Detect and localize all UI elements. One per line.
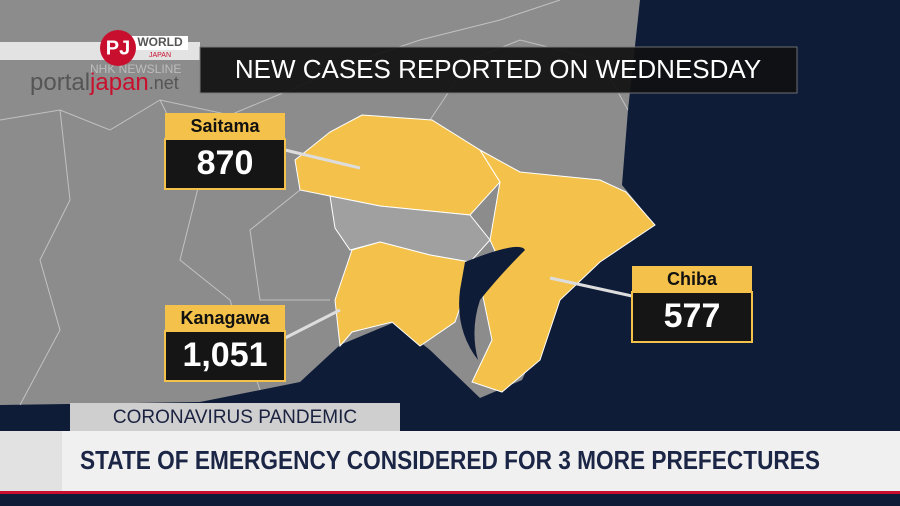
accent-line bbox=[0, 491, 900, 494]
callout-value: 1,051 bbox=[182, 336, 267, 374]
callout-value-box bbox=[164, 138, 286, 190]
callout-name: Saitama bbox=[190, 116, 260, 136]
map-title: NEW CASES REPORTED ON WEDNESDAY bbox=[235, 54, 761, 84]
title-box bbox=[199, 46, 798, 94]
callout-name-box bbox=[165, 113, 285, 139]
logo-word: portaljapan.net bbox=[30, 69, 179, 96]
channel-sub: JAPAN bbox=[149, 52, 171, 59]
leader-lines bbox=[284, 148, 633, 340]
callout-name-box bbox=[165, 305, 285, 331]
logo: WORLD JAPAN NHK NEWSLINE PJ portaljapan.… bbox=[0, 30, 200, 96]
saitama-area bbox=[294, 114, 501, 216]
topic-bar bbox=[70, 403, 400, 431]
leader-line bbox=[284, 148, 361, 170]
callouts: Saitama 870 Kanagawa 1,051 Chiba 577 bbox=[164, 113, 753, 382]
logo-word-2: japan bbox=[89, 69, 149, 96]
channel: WORLD bbox=[137, 35, 183, 49]
program: NHK NEWSLINE bbox=[90, 62, 181, 76]
callout-name: Chiba bbox=[667, 269, 718, 289]
logo-word-3: .net bbox=[149, 73, 179, 93]
headline-bar bbox=[0, 431, 900, 491]
headline-tab bbox=[0, 431, 62, 491]
callout-value-box bbox=[631, 291, 753, 343]
chiba-area bbox=[471, 148, 656, 393]
logo-initials: PJ bbox=[106, 37, 130, 59]
logo-word-1: portal bbox=[30, 69, 90, 96]
leader-line bbox=[284, 308, 341, 340]
channel-box bbox=[132, 36, 188, 50]
topic: CORONAVIRUS PANDEMIC bbox=[113, 407, 357, 428]
callout-name-box bbox=[632, 266, 752, 292]
callout-name: Kanagawa bbox=[180, 308, 270, 328]
callout-value: 577 bbox=[664, 297, 721, 335]
callout-value-box bbox=[164, 330, 286, 382]
headline: STATE OF EMERGENCY CONSIDERED FOR 3 MORE… bbox=[80, 445, 820, 475]
tokyo-bay bbox=[459, 246, 525, 360]
callout-value: 870 bbox=[197, 144, 254, 182]
leader-line bbox=[549, 276, 633, 298]
logo-badge bbox=[100, 30, 136, 66]
